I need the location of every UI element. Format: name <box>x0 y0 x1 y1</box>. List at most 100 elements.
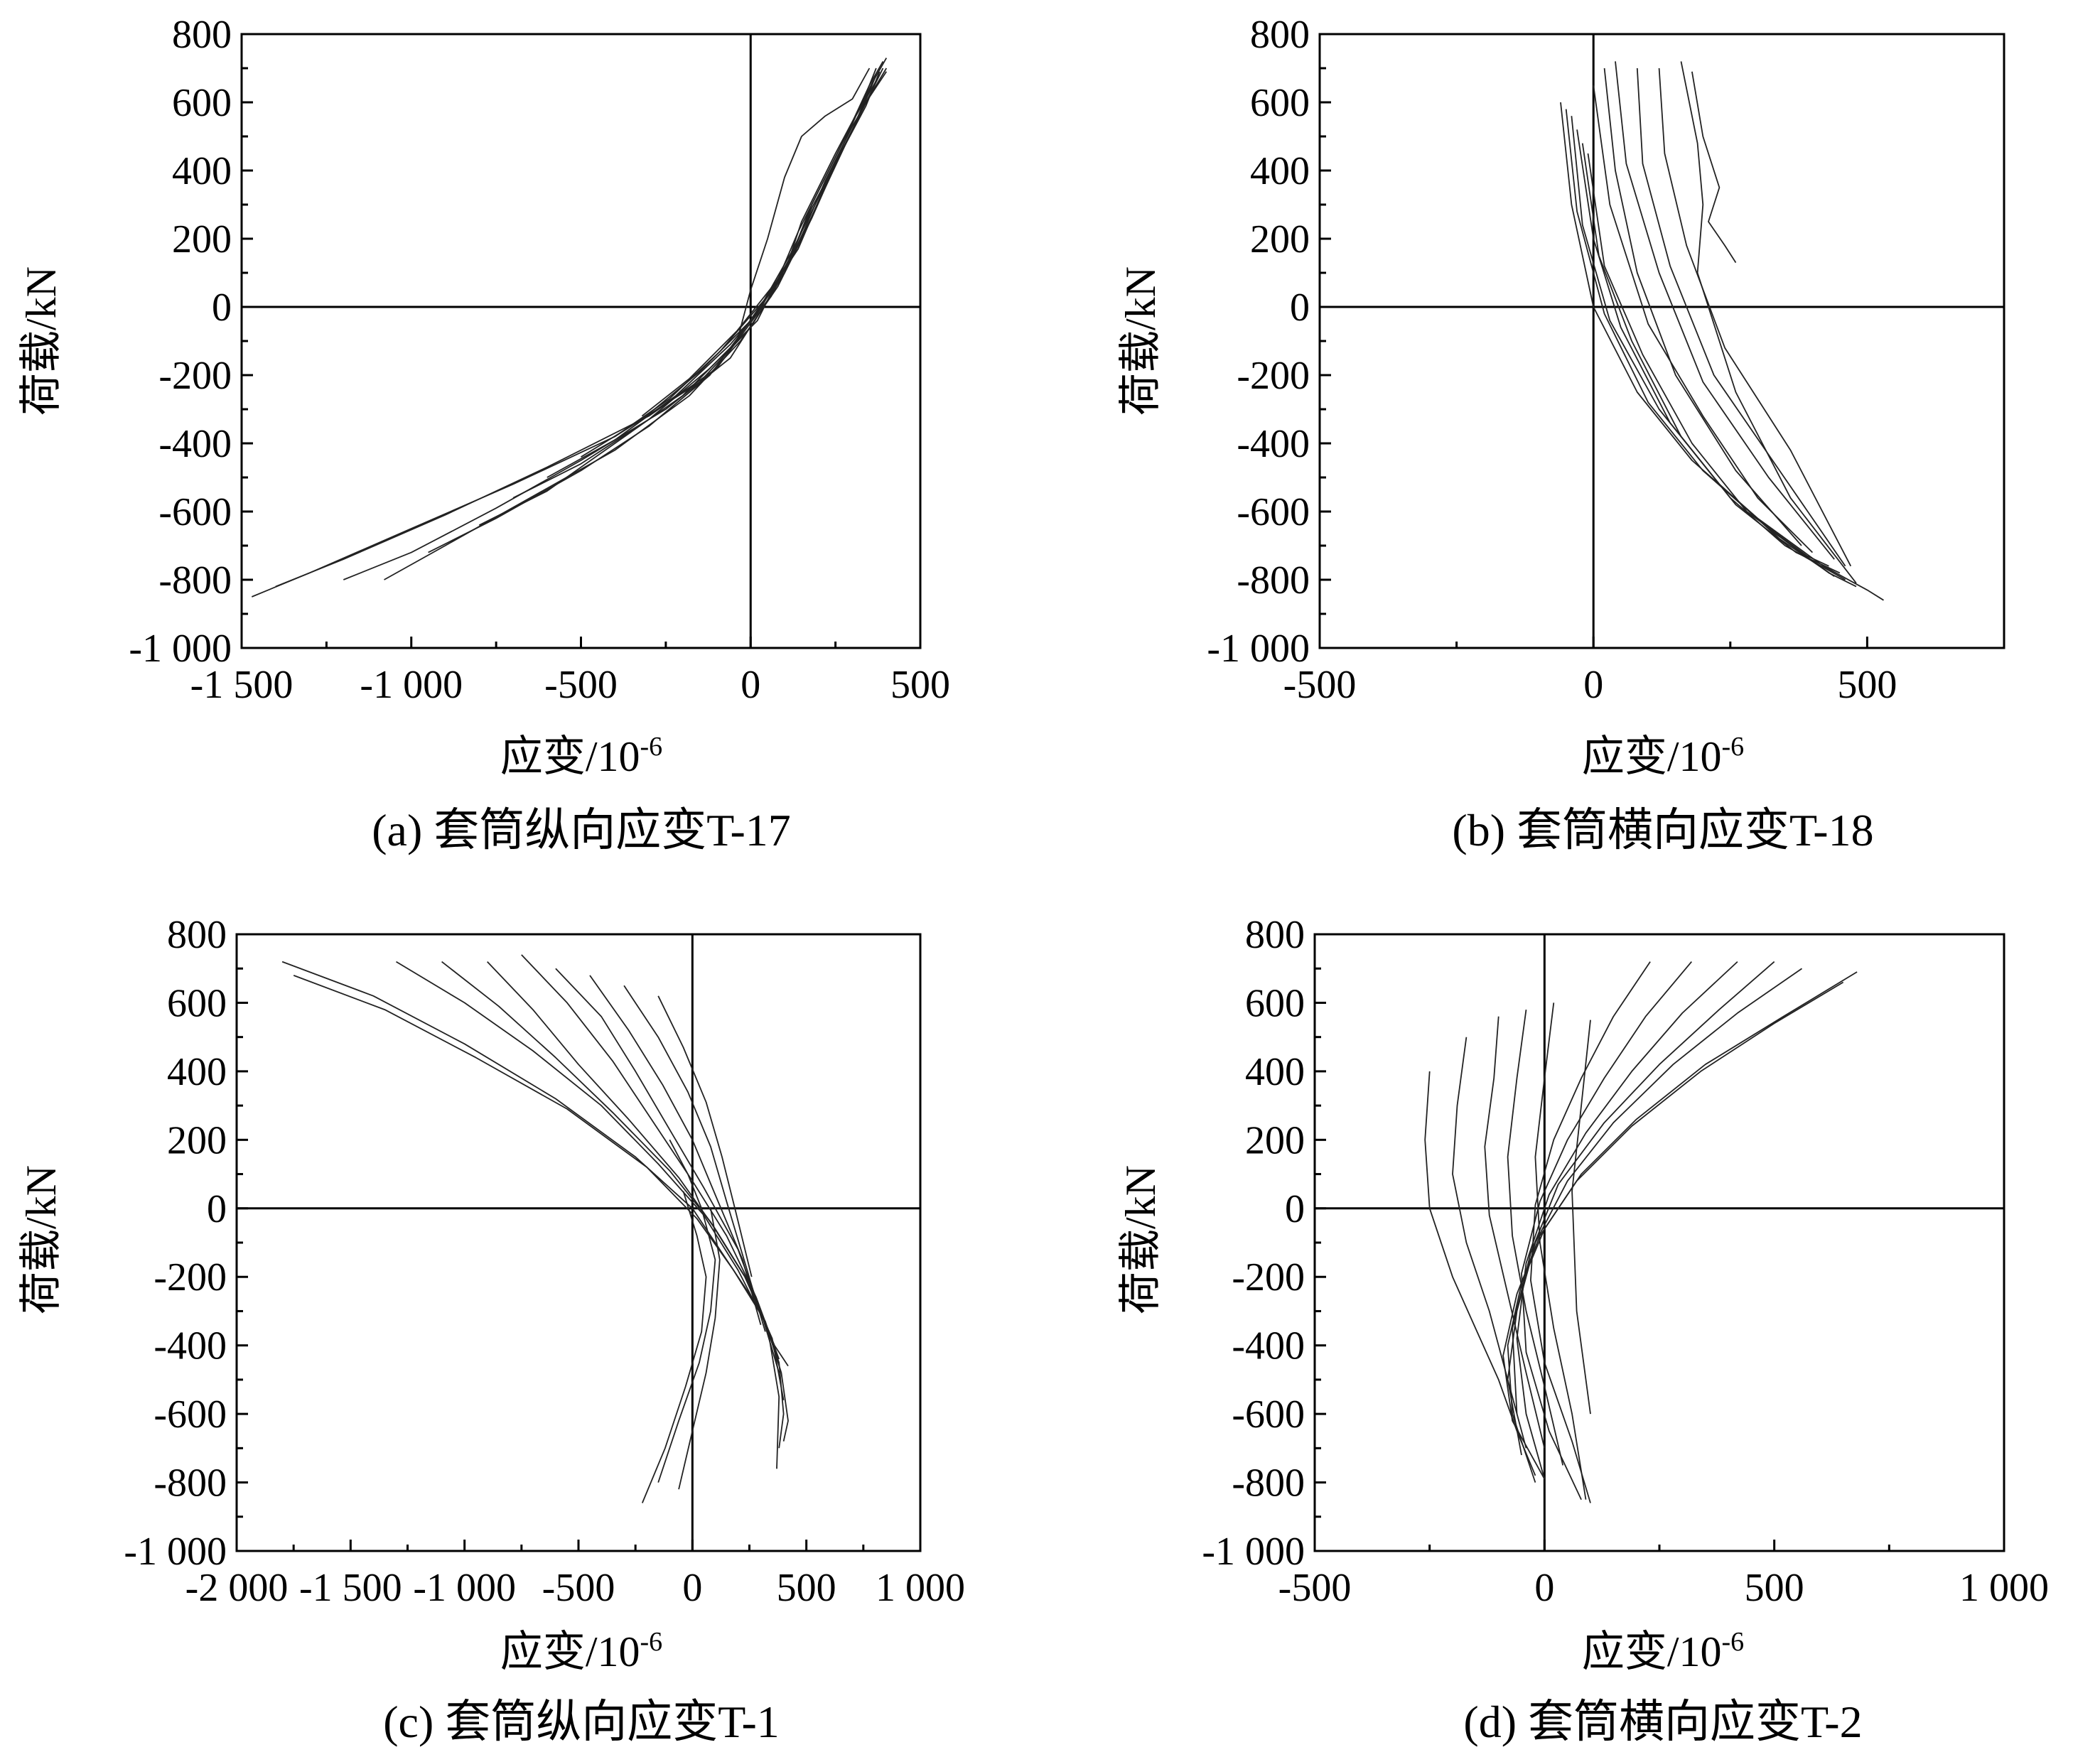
y-tick-label: 400 <box>167 1050 227 1094</box>
x-tick-label: 0 <box>1534 1566 1554 1610</box>
hysteresis-curve-12 <box>1534 1002 1587 1500</box>
hysteresis-curve-3 <box>396 961 780 1469</box>
x-tick-label: -2 000 <box>185 1566 289 1610</box>
y-tick-label: -400 <box>158 422 232 466</box>
y-tick-label: 0 <box>207 1187 227 1231</box>
x-tick-label: 500 <box>890 663 950 707</box>
y-tick-label: 800 <box>1250 13 1310 57</box>
x-axis-title: 应变/10-6 <box>1582 732 1744 780</box>
caption: (b) 套筒横向应变T-18 <box>1452 805 1873 855</box>
y-tick-label: 400 <box>172 149 232 193</box>
plot-frame <box>1313 933 2005 1552</box>
tick-labels: -1 000 -800 -600 -400 -200 0 200 400 600 800 -1 50… <box>129 13 950 707</box>
y-tick-label: -1 000 <box>129 627 232 671</box>
series-group <box>281 954 789 1503</box>
hysteresis-curve-4 <box>384 75 877 580</box>
hysteresis-curve-8 <box>546 71 888 478</box>
grid-axes <box>1313 933 2005 1552</box>
y-tick-label: -400 <box>1237 422 1310 466</box>
x-tick-label: -1 000 <box>360 663 463 707</box>
plot-frame <box>1318 33 2005 649</box>
y-tick-label: 200 <box>1245 1118 1305 1162</box>
hysteresis-curve-12 <box>641 1191 707 1503</box>
chart-d: -1 000 -800 -600 -400 -200 0 200 400 600 800 -500 0… <box>1117 913 2049 1747</box>
hysteresis-curve-3 <box>1507 968 1803 1456</box>
x-tick-label: -500 <box>542 1566 615 1610</box>
x-tick-label: -1 000 <box>413 1566 516 1610</box>
y-tick-label: 400 <box>1245 1050 1305 1094</box>
x-axis-title: 应变/10-6 <box>1582 1627 1744 1675</box>
hysteresis-curve-1 <box>251 67 877 598</box>
y-tick-label: -800 <box>1232 1461 1305 1505</box>
hysteresis-curve-2 <box>1502 981 1844 1480</box>
hysteresis-curve-8 <box>1603 67 1802 546</box>
y-tick-label: 0 <box>1290 286 1310 330</box>
hysteresis-curve-7 <box>512 81 874 499</box>
hysteresis-curve-13 <box>1571 1020 1591 1415</box>
hysteresis-curve-6 <box>1587 153 1829 567</box>
hysteresis-curve-8 <box>589 975 762 1325</box>
y-axis-title: 荷载/kN <box>18 266 65 416</box>
hysteresis-curve-1 <box>1560 102 1884 601</box>
series-group <box>1424 961 1858 1503</box>
y-axis-title: 荷载/kN <box>18 1165 65 1314</box>
x-tick-label: 500 <box>1837 663 1897 707</box>
hysteresis-curve-13 <box>678 1208 721 1490</box>
x-axis-title-base: 应变/10 <box>1582 733 1722 780</box>
hysteresis-curve-4 <box>441 961 785 1400</box>
hysteresis-curve-11 <box>641 75 881 417</box>
hysteresis-curve-10 <box>657 995 753 1277</box>
hysteresis-curve-9 <box>581 85 877 458</box>
x-tick-label: -1 500 <box>299 1566 402 1610</box>
plot-frame <box>235 933 922 1552</box>
hysteresis-curve-7 <box>1530 961 1651 1503</box>
y-tick-label: -400 <box>1232 1324 1305 1368</box>
y-tick-label: 600 <box>167 981 227 1025</box>
y-tick-label: 600 <box>1250 81 1310 125</box>
hysteresis-curve-5 <box>428 71 881 553</box>
hysteresis-curve-2 <box>275 60 884 588</box>
hysteresis-curve-13 <box>1691 71 1737 264</box>
x-tick-label: -500 <box>1283 663 1357 707</box>
y-tick-label: 600 <box>1245 981 1305 1025</box>
grid-axes <box>235 933 922 1552</box>
y-tick-label: 200 <box>167 1118 227 1162</box>
y-tick-label: -200 <box>1232 1255 1305 1299</box>
hysteresis-curve-5 <box>1516 961 1738 1479</box>
y-tick-label: 200 <box>172 217 232 261</box>
x-axis-title-base: 应变/10 <box>500 733 640 780</box>
x-axis-title-base: 应变/10 <box>500 1628 640 1675</box>
hysteresis-curve-11 <box>1507 1009 1564 1466</box>
y-tick-label: -600 <box>158 490 232 534</box>
y-tick-label: -200 <box>158 354 232 398</box>
x-axis-title-exponent: -6 <box>1722 732 1745 762</box>
x-tick-label: 0 <box>682 1566 702 1610</box>
y-tick-label: 200 <box>1250 217 1310 261</box>
x-tick-label: 500 <box>777 1566 836 1610</box>
hysteresis-curve-8 <box>1424 1071 1536 1476</box>
hysteresis-curve-4 <box>1512 961 1775 1415</box>
y-tick-label: -400 <box>154 1324 227 1368</box>
caption: (c) 套筒纵向应变T-1 <box>383 1697 780 1747</box>
y-tick-label: -600 <box>1237 490 1310 534</box>
x-tick-label: 0 <box>1583 663 1603 707</box>
hysteresis-curve-2 <box>1565 109 1857 588</box>
chart-c: -1 000 -800 -600 -400 -200 0 200 400 600 800 -2 00… <box>18 913 965 1747</box>
hysteresis-curve-9 <box>1615 61 1835 560</box>
y-tick-label: 600 <box>172 81 232 125</box>
y-tick-label: 800 <box>1245 913 1305 957</box>
hysteresis-curve-11 <box>657 1139 716 1483</box>
hysteresis-curve-10 <box>1484 1016 1546 1449</box>
chart-a: -1 000 -800 -600 -400 -200 0 200 400 600 800 -1 50… <box>18 13 950 855</box>
tick-labels: -1 000 -800 -600 -400 -200 0 200 400 600 800 -2 00… <box>124 913 965 1610</box>
y-axis-title: 荷载/kN <box>1117 266 1164 416</box>
x-axis-title-base: 应变/10 <box>1582 1628 1722 1675</box>
y-tick-label: 400 <box>1250 149 1310 193</box>
x-tick-label: 1 000 <box>876 1566 965 1610</box>
x-tick-label: 1 000 <box>1959 1566 2049 1610</box>
x-tick-label: 0 <box>741 663 760 707</box>
y-tick-label: -200 <box>1237 354 1310 398</box>
series-group <box>1560 61 1884 601</box>
hysteresis-curve-9 <box>623 985 766 1332</box>
